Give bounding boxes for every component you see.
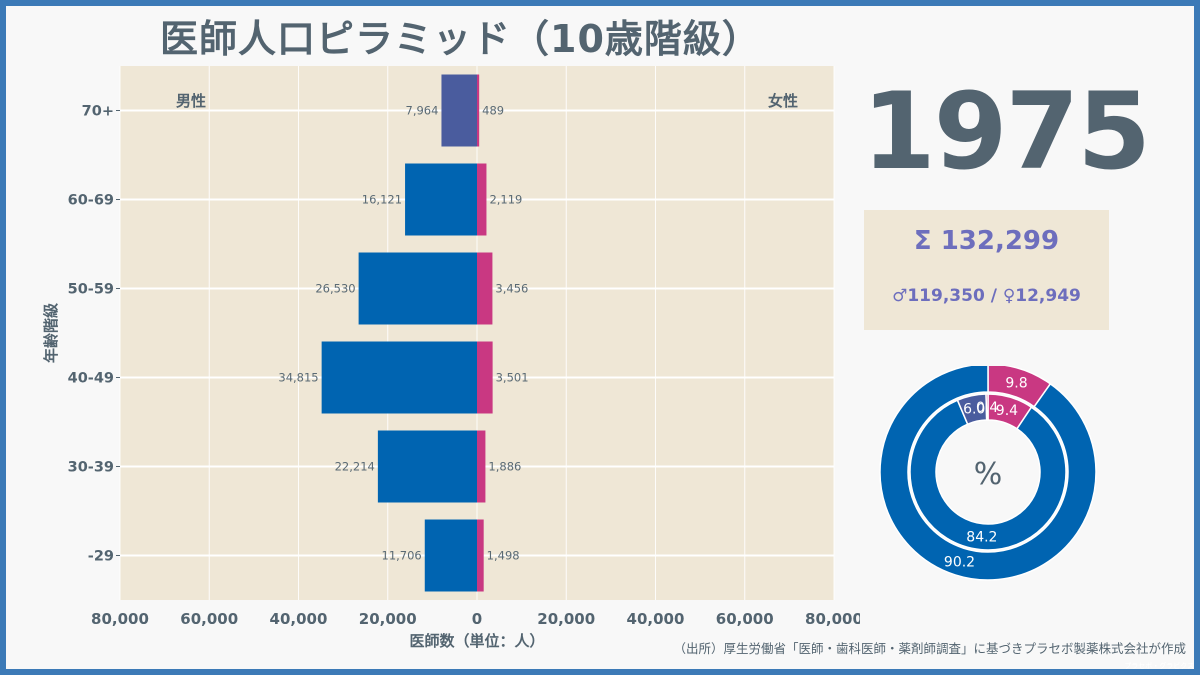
bar-male: [405, 163, 477, 236]
data-label-female: 2,119: [489, 193, 522, 207]
page-title: 医師人口ピラミッド（10歳階級）: [160, 17, 761, 61]
source-note: （出所）厚生労働省「医師・歯科医師・薬剤師調査」に基づきプラセボ製薬株式会社が作…: [673, 641, 1186, 656]
data-label-female: 1,886: [488, 460, 521, 474]
donut-center-label: %: [974, 457, 1003, 492]
year-label: 1975: [862, 70, 1151, 193]
bar-male: [321, 341, 477, 414]
donut-outer-male-label: 90.2: [944, 555, 975, 571]
x-tick-label: 20,000: [537, 610, 595, 628]
x-axis-title: 医師数（単位：人）: [409, 632, 544, 650]
male-side-label: 男性: [176, 92, 206, 110]
y-tick-label: 70+: [82, 104, 114, 120]
y-tick-label: 60-69: [68, 193, 114, 209]
donut-inner-male-label: 84.2: [966, 530, 997, 546]
data-label-male: 16,121: [362, 193, 402, 207]
bar-female: [477, 519, 484, 592]
x-tick-label: 20,000: [359, 610, 417, 628]
female-side-label: 女性: [768, 92, 798, 110]
donut-outer-male: [879, 366, 1097, 581]
gender-share-donut: 9.8 90.2 9.4 84.2 6.00.4%: [879, 366, 1097, 581]
bar-female: [477, 430, 486, 503]
donut-inner-male: [909, 399, 1067, 551]
total-sum: Σ 132,299: [913, 226, 1060, 256]
data-label-male: 11,706: [382, 549, 422, 563]
donut-inner-female-70plus-label: 0.4: [976, 400, 998, 416]
y-tick-label: 30-39: [68, 460, 114, 476]
bar-female: [477, 341, 493, 414]
donut-outer-female-label: 9.8: [1005, 375, 1027, 391]
donut-inner-female-70plus: [985, 393, 989, 421]
total-gender-split: ♂119,350 / ♀12,949: [892, 286, 1081, 306]
bar-female: [477, 74, 480, 147]
data-label-male: 26,530: [315, 282, 355, 296]
bar-male: [424, 519, 477, 592]
credit-note: プラセボ・グラビクス: [1124, 662, 1194, 670]
donut-inner-female-label: 9.4: [996, 403, 1018, 419]
data-label-female: 1,498: [487, 549, 520, 563]
donut-inner-male-70plus-label: 6.0: [963, 401, 985, 417]
y-tick-label: 50-59: [68, 282, 114, 298]
x-tick-label: 40,000: [270, 610, 328, 628]
data-label-female: 3,501: [496, 371, 529, 385]
y-tick-label: 40-49: [68, 371, 114, 387]
x-tick-label: 60,000: [180, 610, 238, 628]
data-label-male: 7,964: [406, 104, 439, 118]
x-tick-label: 60,000: [716, 610, 774, 628]
bar-male: [377, 430, 477, 503]
x-tick-label: 80,000: [91, 610, 149, 628]
data-label-male: 22,214: [335, 460, 375, 474]
y-axis-title: 年齢階級: [42, 303, 60, 363]
bar-male: [358, 252, 477, 325]
bar-female: [477, 163, 487, 236]
pyramid-chart: 7,964 489 16,121 2,119 26,530 3,456 34,815 3,50…: [42, 66, 860, 650]
x-tick-label: 80,000: [805, 610, 860, 628]
totals-panel: Σ 132,299 ♂119,350 / ♀12,949: [864, 210, 1109, 330]
data-label-female: 489: [482, 104, 504, 118]
bar-male: [441, 74, 477, 147]
data-label-male: 34,815: [278, 371, 318, 385]
bar-female: [477, 252, 493, 325]
y-tick-label: -29: [88, 549, 114, 565]
x-tick-label: 40,000: [627, 610, 685, 628]
x-tick-label: 0: [472, 610, 482, 628]
data-label-female: 3,456: [495, 282, 528, 296]
